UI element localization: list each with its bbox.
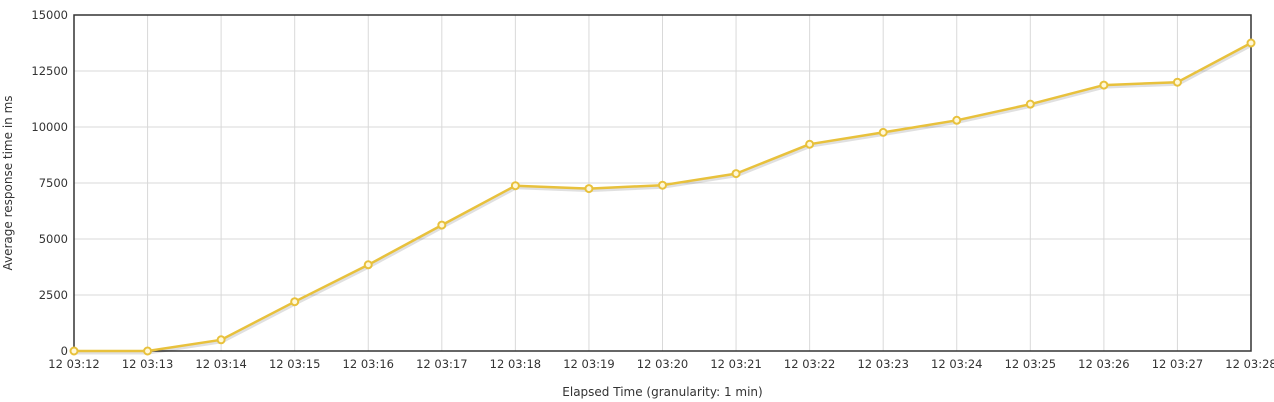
data-point: [437, 220, 447, 230]
y-tick-label: 0: [61, 344, 68, 358]
data-point: [584, 184, 594, 194]
data-point: [1025, 99, 1035, 109]
x-tick-label: 12 03:13: [122, 357, 173, 371]
x-tick-label: 12 03:25: [1005, 357, 1056, 371]
y-tick-label: 5000: [39, 232, 68, 246]
data-point: [878, 127, 888, 137]
y-tick-label: 2500: [39, 288, 68, 302]
x-tick-label: 12 03:15: [269, 357, 320, 371]
y-axis-title: Average response time in ms: [1, 95, 15, 270]
data-point: [731, 169, 741, 179]
series-layer: [69, 38, 1256, 356]
data-point: [1099, 80, 1109, 90]
x-tick-label: 12 03:22: [784, 357, 835, 371]
y-axis-ticks: 0 2500 5000 7500 10000 12500 15000: [31, 8, 68, 358]
y-tick-label: 12500: [31, 64, 68, 78]
data-point: [658, 180, 667, 190]
x-tick-label: 12 03:16: [343, 357, 394, 371]
x-tick-label: 12 03:23: [857, 357, 908, 371]
data-point: [363, 260, 373, 270]
x-tick-label: 12 03:27: [1152, 357, 1203, 371]
x-tick-label: 12 03:21: [710, 357, 761, 371]
x-tick-label: 12 03:24: [931, 357, 982, 371]
y-tick-label: 15000: [31, 8, 68, 22]
data-point: [1172, 77, 1182, 87]
data-point: [510, 181, 520, 191]
data-point: [1246, 38, 1256, 48]
x-tick-label: 12 03:17: [416, 357, 467, 371]
y-tick-label: 7500: [39, 176, 68, 190]
x-tick-label: 12 03:19: [563, 357, 614, 371]
x-tick-label: 12 03:26: [1078, 357, 1129, 371]
x-axis-title: Elapsed Time (granularity: 1 min): [562, 385, 762, 399]
x-tick-label: 12 03:20: [637, 357, 688, 371]
data-point: [216, 335, 226, 345]
plot-area-border: [73, 14, 1252, 352]
data-point: [805, 139, 815, 149]
x-tick-label: 12 03:14: [195, 357, 246, 371]
data-point: [143, 346, 153, 356]
x-tick-label: 12 03:12: [48, 357, 99, 371]
data-point: [290, 297, 300, 307]
x-tick-label: 12 03:18: [490, 357, 541, 371]
x-tick-label: 12 03:28: [1225, 357, 1274, 371]
y-tick-label: 10000: [31, 120, 68, 134]
data-point: [69, 346, 79, 356]
data-point: [952, 115, 962, 125]
x-axis-ticks: 12 03:12 12 03:13 12 03:14 12 03:15 12 03:16…: [48, 357, 1274, 371]
